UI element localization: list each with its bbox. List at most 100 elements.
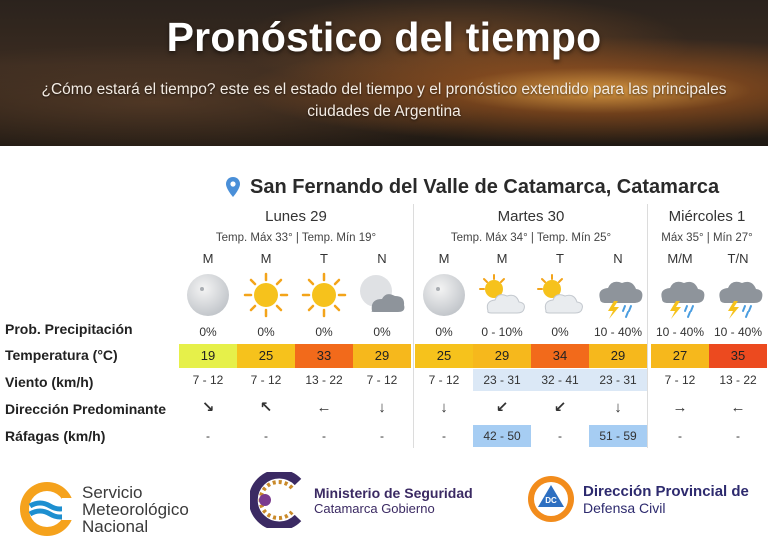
wind-cell: 7 - 12 (428, 373, 460, 387)
row-label-precip: Prob. Precipitación (5, 321, 133, 337)
clear-night-icon (415, 270, 473, 320)
row-label-direction: Dirección Predominante (5, 401, 167, 417)
arrow-down-left-icon: ↙ (495, 399, 509, 416)
gust-cell: - (322, 429, 326, 443)
period-label: T (556, 251, 564, 266)
wind-cell: 7 - 12 (366, 373, 398, 387)
defensa-civil-logo: DC Dirección Provincial de Defensa Civil (527, 474, 749, 524)
precip-cell: 0% (373, 325, 391, 339)
direction-cell: ↘ (179, 397, 237, 419)
gust-cell: - (736, 429, 740, 443)
storm-icon (709, 270, 767, 320)
gust-cell: - (678, 429, 682, 443)
arrow-left-icon: ← (316, 399, 332, 416)
direction-cell: ↙ (473, 397, 531, 419)
temp-cell: 25 (415, 344, 473, 368)
smn-line: Nacional (82, 516, 149, 536)
ministerio-emblem-icon (250, 472, 302, 528)
partly-cloudy-icon (531, 270, 589, 320)
row-label-temp: Temperatura (°C) (5, 347, 118, 363)
smn-line: Meteorológico (82, 499, 189, 519)
gust-cell: 51 - 59 (589, 425, 647, 447)
temp-cell: 27 (651, 344, 709, 368)
wind-cell: 23 - 31 (473, 369, 531, 391)
clear-night-icon (179, 270, 237, 320)
direction-cell: ↓ (589, 397, 647, 419)
wind-cell: 7 - 12 (250, 373, 282, 387)
temp-cell: 29 (589, 344, 647, 368)
temp-cell: 33 (295, 344, 353, 368)
ministerio-title: Ministerio de Seguridad (314, 484, 473, 501)
defensa-subtitle: Defensa Civil (583, 499, 666, 516)
sun-icon (237, 270, 295, 320)
precip-cell: 0% (551, 325, 569, 339)
wind-cell: 13 - 22 (719, 373, 757, 387)
gust-cell: 42 - 50 (473, 425, 531, 447)
temp-cell: 35 (709, 344, 767, 368)
precip-cell: 0% (315, 325, 333, 339)
smn-emblem-icon (20, 482, 76, 536)
footer-logos: Servicio Meteorológico Nacional Minister… (0, 466, 768, 551)
hero-banner: Pronóstico del tiempo ¿Cómo estará el ti… (0, 0, 768, 146)
defensa-title: Dirección Provincial de (583, 482, 749, 500)
day-title: Lunes 29 (265, 208, 327, 225)
page-subtitle: ¿Cómo estará el tiempo? este es el estad… (41, 81, 727, 120)
precip-cell: 10 - 40% (713, 325, 763, 339)
gust-cell: - (442, 429, 446, 443)
precip-cell: 10 - 40% (593, 325, 643, 339)
ministerio-subtitle: Catamarca Gobierno (314, 500, 435, 516)
direction-cell: ↙ (531, 397, 589, 419)
arrow-down-right-icon: ↘ (201, 399, 215, 416)
gust-cell: - (206, 429, 210, 443)
smn-line: Servicio (82, 482, 143, 502)
direction-cell: ↓ (415, 397, 473, 419)
temp-cell: 19 (179, 344, 237, 368)
defensa-badge-text: DC (545, 496, 557, 505)
wind-cell: 13 - 22 (305, 373, 343, 387)
precip-cell: 0% (257, 325, 275, 339)
period-label: M/M (667, 251, 693, 266)
day-divider (647, 204, 648, 448)
sun-icon (295, 270, 353, 320)
gust-cell: - (264, 429, 268, 443)
day-temps: Temp. Máx 34° | Temp. Mín 25° (450, 232, 612, 244)
period-label: N (613, 251, 623, 266)
partly-cloudy-icon (473, 270, 531, 320)
precip-cell: 0% (199, 325, 217, 339)
period-label: N (377, 251, 387, 266)
page-title: Pronóstico del tiempo (166, 14, 602, 60)
defensa-civil-emblem-icon: DC (528, 476, 574, 522)
period-label: M (496, 251, 508, 266)
temp-cell: 29 (473, 344, 531, 368)
arrow-right-icon: → (672, 399, 688, 416)
row-label-wind: Viento (km/h) (5, 374, 94, 390)
gust-cell: - (558, 429, 562, 443)
wind-cell: 32 - 41 (531, 369, 589, 391)
storm-icon (589, 270, 647, 320)
day-title: Martes 30 (497, 208, 565, 225)
wind-cell: 7 - 12 (664, 373, 696, 387)
location-name: San Fernando del Valle de Catamarca, Cat… (250, 175, 720, 198)
location-header: San Fernando del Valle de Catamarca, Cat… (226, 174, 719, 200)
row-label-gust: Ráfagas (km/h) (5, 428, 106, 444)
period-label: M (260, 251, 272, 266)
temp-cell: 29 (353, 344, 411, 368)
direction-cell: ← (295, 397, 353, 419)
map-pin-icon (226, 177, 240, 197)
arrow-down-icon: ↓ (378, 399, 386, 416)
arrow-up-left-icon: ↖ (259, 399, 273, 416)
precip-cell: 0% (435, 325, 453, 339)
period-label: T/N (727, 251, 749, 266)
direction-cell: ← (709, 397, 767, 419)
direction-cell: → (651, 397, 709, 419)
direction-cell: ↓ (353, 397, 411, 419)
ministerio-logo: Ministerio de Seguridad Catamarca Gobier… (250, 472, 473, 528)
arrow-down-icon: ↓ (614, 399, 622, 416)
temp-cell: 34 (531, 344, 589, 368)
day-divider (413, 204, 414, 448)
arrow-down-left-icon: ↙ (553, 399, 567, 416)
period-label: M (438, 251, 450, 266)
arrow-down-icon: ↓ (440, 399, 448, 416)
day-title: Miércoles 1 (668, 208, 746, 225)
period-label: M (202, 251, 214, 266)
